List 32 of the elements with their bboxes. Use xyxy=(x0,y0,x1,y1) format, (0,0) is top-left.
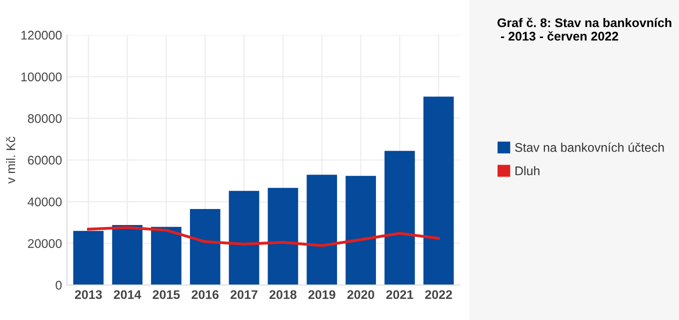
legend-label: Dluh xyxy=(516,166,540,176)
bar xyxy=(190,208,220,285)
y-tick-label: 20000 xyxy=(28,239,62,248)
bar xyxy=(268,188,298,285)
x-tick-label: 2022 xyxy=(425,290,452,300)
bar xyxy=(228,190,260,285)
legend-label: Stav na bankovních účtech xyxy=(515,142,664,152)
x-tick-label: 2020 xyxy=(347,290,374,300)
bar xyxy=(384,150,415,285)
line-series xyxy=(87,226,440,248)
y-tick-label: 40000 xyxy=(28,197,62,206)
y-tick-label: 80000 xyxy=(28,114,62,123)
x-tick-label: 2016 xyxy=(192,290,219,300)
bar xyxy=(73,230,104,285)
x-tick-label: 2017 xyxy=(230,290,258,300)
bar xyxy=(151,226,182,285)
y-tick-label: 0 xyxy=(56,280,62,290)
y-tick-label: 100000 xyxy=(21,72,62,82)
bar xyxy=(423,96,454,285)
x-tick-label: 2013 xyxy=(74,290,102,300)
bar xyxy=(306,174,338,285)
y-tick-label: 60000 xyxy=(28,156,62,165)
bar xyxy=(112,225,142,285)
text: Graf č. 8: Stav na bankovních - 2013 - červen 2022 xyxy=(498,18,672,41)
x-tick-label: 2015 xyxy=(152,290,180,300)
y-tick-label: 120000 xyxy=(21,30,62,40)
bar xyxy=(346,176,376,285)
y-axis-title: v mil. Kč xyxy=(6,136,16,184)
x-tick-label: 2021 xyxy=(386,290,414,300)
x-tick-label: 2018 xyxy=(269,290,296,300)
x-tick-label: 2014 xyxy=(114,290,142,300)
x-tick-label: 2019 xyxy=(308,290,336,300)
